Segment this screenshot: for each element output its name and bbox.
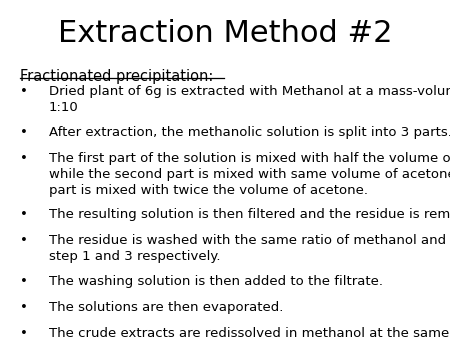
Text: The washing solution is then added to the filtrate.: The washing solution is then added to th… — [49, 275, 382, 288]
Text: •: • — [20, 85, 28, 98]
Text: •: • — [20, 327, 28, 338]
Text: •: • — [20, 208, 28, 221]
Text: The resulting solution is then filtered and the residue is removed.: The resulting solution is then filtered … — [49, 208, 450, 221]
Text: After extraction, the methanolic solution is split into 3 parts.: After extraction, the methanolic solutio… — [49, 126, 450, 139]
Text: Fractionated precipitation:: Fractionated precipitation: — [20, 69, 214, 84]
Text: Extraction Method #2: Extraction Method #2 — [58, 19, 392, 48]
Text: The first part of the solution is mixed with half the volume of acetone
while th: The first part of the solution is mixed … — [49, 152, 450, 197]
Text: Dried plant of 6g is extracted with Methanol at a mass-volume ratio of
1:10: Dried plant of 6g is extracted with Meth… — [49, 85, 450, 114]
Text: The crude extracts are redissolved in methanol at the same mass-volume
ratio of : The crude extracts are redissolved in me… — [49, 327, 450, 338]
Text: The solutions are then evaporated.: The solutions are then evaporated. — [49, 301, 283, 314]
Text: •: • — [20, 275, 28, 288]
Text: •: • — [20, 152, 28, 165]
Text: •: • — [20, 301, 28, 314]
Text: •: • — [20, 234, 28, 247]
Text: The residue is washed with the same ratio of methanol and acetone as
step 1 and : The residue is washed with the same rati… — [49, 234, 450, 263]
Text: •: • — [20, 126, 28, 139]
